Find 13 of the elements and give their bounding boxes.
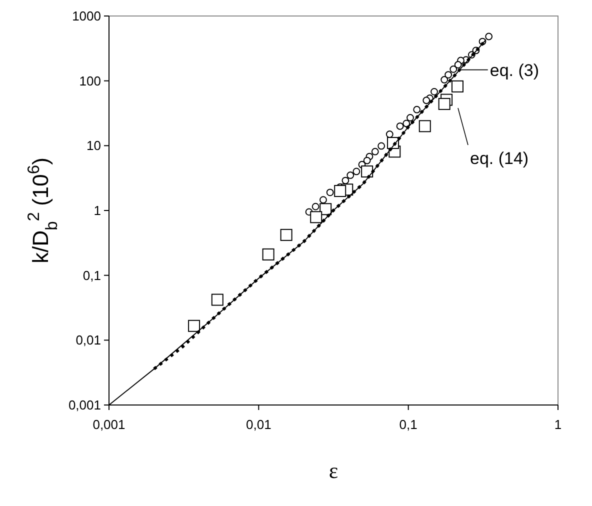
x-tick-label: 0,01 (246, 417, 272, 432)
x-tick-label: 1 (554, 417, 562, 432)
x-axis-title: ε (328, 458, 338, 483)
y-tick-label: 10 (86, 138, 101, 154)
annotation: eq. (3) (490, 60, 540, 80)
x-tick-label: 0,1 (399, 417, 418, 432)
annotation: eq. (14) (470, 149, 529, 168)
y-tick-label: 0,01 (76, 332, 101, 348)
y-tick-label: 100 (79, 73, 101, 88)
y-tick-label: 0,1 (82, 268, 101, 283)
y-tick-label: 1000 (72, 8, 101, 24)
y-tick-label: 1 (94, 203, 101, 218)
y-tick-label: 0,001 (68, 398, 101, 413)
